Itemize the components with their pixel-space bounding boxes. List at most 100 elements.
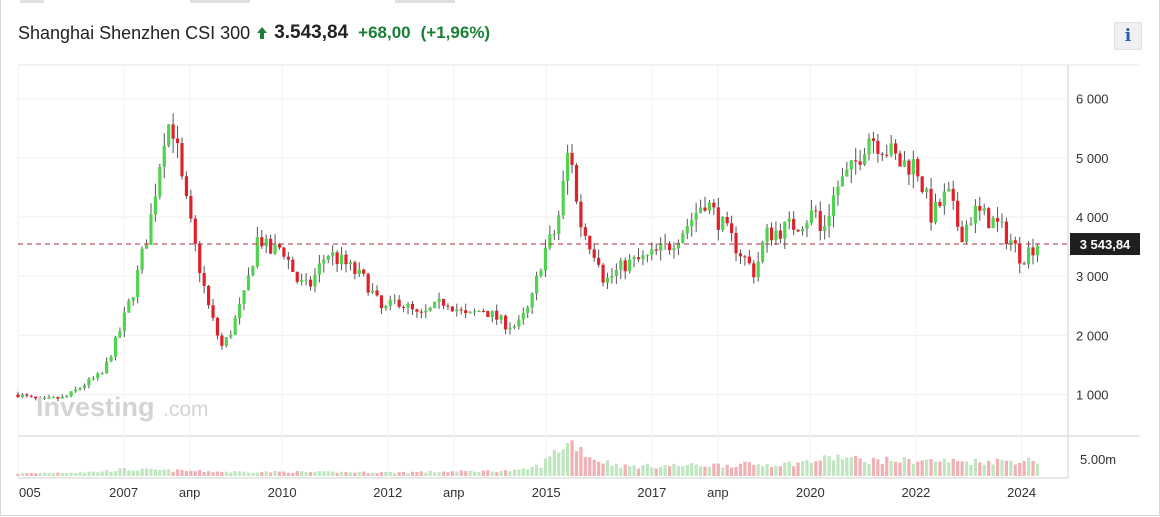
- candle-down: [25, 394, 29, 396]
- candle-up: [685, 226, 689, 234]
- volume-bar: [100, 471, 104, 476]
- current-price-tag: [1070, 233, 1140, 256]
- candle-down: [738, 253, 743, 257]
- volume-bar: [29, 473, 33, 476]
- volume-bar: [202, 471, 206, 476]
- volume-bar: [694, 464, 698, 476]
- volume-bar: [375, 473, 379, 476]
- volume-bar: [366, 473, 370, 476]
- candle-up: [628, 259, 632, 272]
- volume-bar: [189, 470, 193, 476]
- candle-up: [659, 243, 663, 251]
- candle-up: [1026, 247, 1031, 265]
- volume-bar: [831, 460, 836, 476]
- candle-down: [397, 299, 401, 307]
- volume-bar: [144, 468, 149, 476]
- volume-bar: [295, 471, 299, 476]
- volume-bar: [122, 468, 126, 476]
- volume-bar: [87, 471, 91, 476]
- candle-down: [402, 306, 406, 308]
- candle-up: [694, 212, 698, 221]
- volume-bar: [769, 467, 774, 476]
- candle-down: [202, 273, 206, 286]
- candle-up: [82, 385, 87, 388]
- volume-bar: [698, 466, 703, 476]
- candle-down: [459, 309, 463, 311]
- candle-up: [255, 237, 259, 267]
- chart-header: Shanghai Shenzhen CSI 300 3.543,84 +68,0…: [18, 20, 490, 46]
- volume-bar: [951, 458, 955, 476]
- candle-up: [831, 195, 836, 216]
- volume-bar: [1009, 460, 1013, 476]
- candle-up: [229, 334, 233, 338]
- volume-bar: [800, 461, 805, 476]
- candle-up: [672, 248, 676, 251]
- candle-up: [632, 257, 636, 260]
- candle-down: [871, 138, 876, 141]
- volume-bar: [783, 462, 787, 476]
- candle-down: [858, 161, 862, 165]
- volume-bar: [818, 460, 822, 476]
- volume-bar: [747, 462, 751, 476]
- x-tick-label: 2024: [1007, 485, 1036, 500]
- candle-down: [929, 188, 933, 223]
- volume-bar: [601, 463, 605, 476]
- investing-watermark: Investing .com: [36, 392, 209, 422]
- volume-bar: [938, 461, 942, 476]
- candle-up: [65, 396, 69, 398]
- volume-bar: [1013, 464, 1017, 476]
- volume-bar: [140, 468, 144, 476]
- candle-down: [583, 227, 587, 236]
- candle-up: [982, 208, 986, 211]
- candle-down: [960, 226, 964, 243]
- candle-up: [153, 196, 157, 215]
- volume-bar: [428, 470, 432, 476]
- candle-up: [641, 255, 645, 260]
- candle-up: [969, 223, 973, 225]
- volume-bar: [224, 471, 228, 476]
- candle-down: [410, 303, 415, 310]
- volume-bar: [206, 471, 211, 476]
- info-icon: i: [1124, 26, 1132, 46]
- volume-bar: [823, 455, 827, 476]
- volume-bar: [304, 471, 308, 476]
- candle-down: [734, 233, 738, 254]
- price-change: +68,00: [358, 23, 411, 42]
- volume-bar: [685, 465, 689, 476]
- volume-bar: [477, 472, 481, 476]
- volume-bar: [481, 470, 485, 476]
- volume-bar: [681, 466, 685, 476]
- candle-up: [69, 391, 73, 397]
- candle-up: [508, 327, 512, 330]
- volume-bar: [610, 465, 614, 476]
- volume-bar: [149, 468, 153, 476]
- candle-down: [769, 227, 774, 241]
- y-tick-label: 4 000: [1076, 210, 1109, 225]
- top-divider: [395, 0, 455, 3]
- volume-bar: [167, 469, 171, 476]
- candle-up: [388, 299, 392, 306]
- candle-down: [419, 311, 423, 313]
- candle-up: [348, 262, 353, 265]
- info-button[interactable]: i: [1114, 22, 1142, 50]
- candle-down: [920, 176, 924, 192]
- candle-down: [1004, 221, 1009, 245]
- candle-down: [588, 235, 592, 250]
- volume-bar: [459, 470, 463, 476]
- candle-down: [198, 243, 202, 274]
- candle-up: [468, 312, 472, 314]
- candle-down: [907, 160, 911, 175]
- candle-down: [184, 176, 189, 197]
- volume-bar: [162, 469, 166, 476]
- volume-bar: [331, 471, 335, 476]
- candle-up: [840, 176, 845, 187]
- volume-bar: [543, 458, 548, 476]
- candle-down: [295, 272, 299, 282]
- volume-bar: [517, 469, 521, 476]
- volume-bar: [659, 466, 663, 476]
- volume-bar: [255, 472, 259, 476]
- volume-bar: [526, 469, 530, 476]
- volume-bar: [765, 464, 769, 476]
- volume-bar: [38, 473, 42, 476]
